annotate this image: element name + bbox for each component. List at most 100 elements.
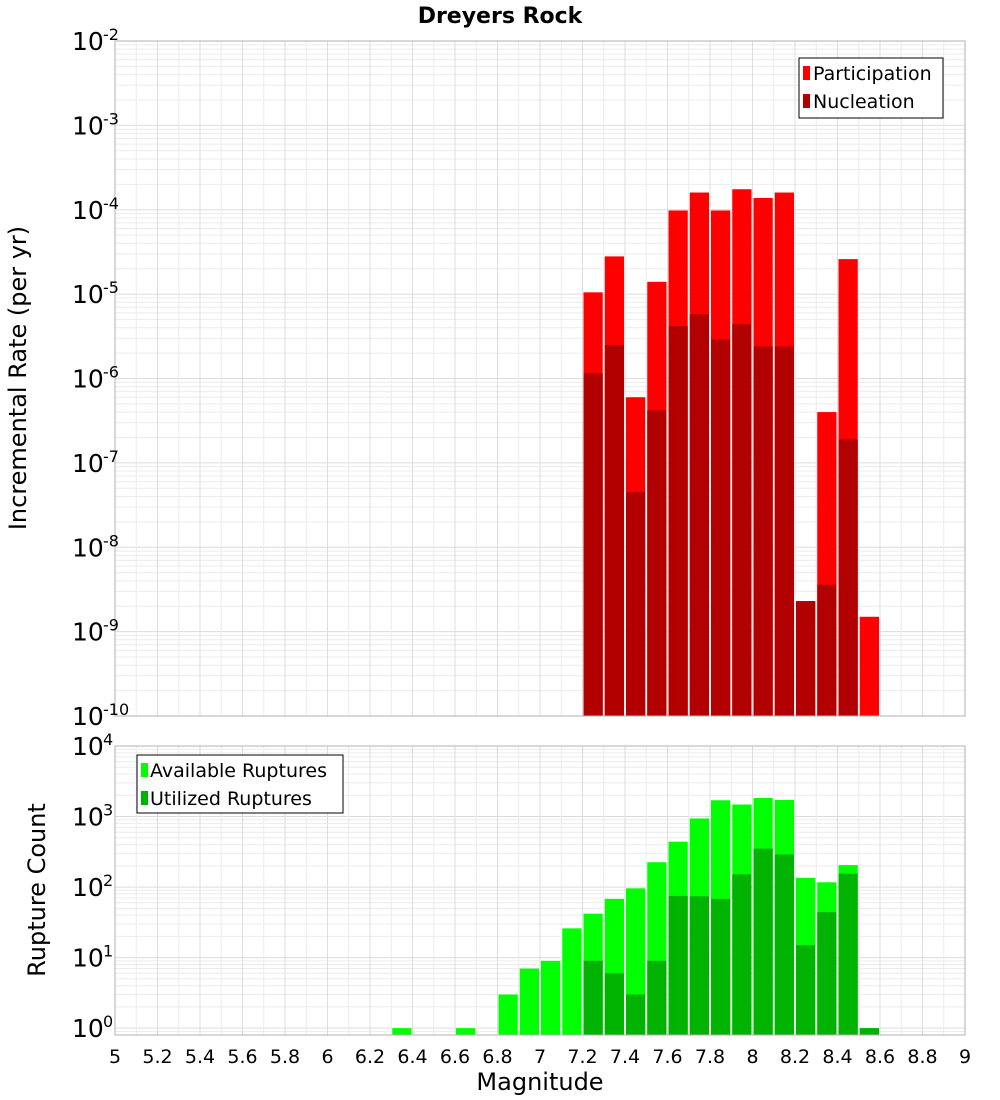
- bar-available-ruptures: [562, 928, 582, 1035]
- bar-available-ruptures: [541, 960, 561, 1035]
- y-tick-label: 10: [72, 533, 104, 562]
- y-tick-label: 10: [72, 944, 104, 973]
- x-tick-label: 8.2: [780, 1046, 810, 1068]
- x-tick-label: 5: [109, 1046, 121, 1068]
- bar-utilized-ruptures: [583, 960, 603, 1035]
- top-y-axis-label: Incremental Rate (per yr): [4, 226, 32, 530]
- bar-nucleation: [774, 346, 794, 716]
- bar-available-ruptures: [519, 968, 539, 1035]
- chart-title: Dreyers Rock: [418, 4, 584, 29]
- x-tick-label: 7.4: [610, 1046, 640, 1068]
- x-tick-label: 6.2: [355, 1046, 385, 1068]
- x-tick-label: 7.6: [652, 1046, 682, 1068]
- y-tick-exponent: -9: [103, 616, 119, 635]
- bottom-plot-bars: [392, 798, 879, 1035]
- bar-nucleation: [711, 339, 731, 716]
- top-plot-frame: [114, 40, 966, 717]
- legend-label-participation: Participation: [813, 63, 932, 85]
- bar-utilized-ruptures: [732, 874, 752, 1035]
- bar-utilized-ruptures: [859, 1028, 879, 1035]
- bar-utilized-ruptures: [753, 848, 773, 1035]
- y-tick-label: 10: [72, 280, 104, 309]
- y-tick-exponent: -8: [103, 531, 119, 550]
- bar-nucleation: [689, 314, 709, 716]
- bar-nucleation: [732, 324, 752, 716]
- bar-utilized-ruptures: [711, 898, 731, 1035]
- x-tick-label: 7.2: [567, 1046, 597, 1068]
- x-tick-label: 6.8: [482, 1046, 512, 1068]
- x-tick-label: 8.6: [865, 1046, 895, 1068]
- bottom-legend: Available Ruptures Utilized Ruptures: [136, 754, 344, 814]
- y-tick-label: 10: [72, 111, 104, 140]
- x-tick-label: 6: [321, 1046, 333, 1068]
- top-plot-bars: [583, 189, 879, 717]
- y-tick-exponent: 2: [103, 871, 113, 890]
- legend-swatch-participation: [803, 66, 810, 80]
- y-tick-exponent: -5: [103, 278, 119, 297]
- bar-available-ruptures: [392, 1028, 412, 1035]
- x-axis-ticks: 5 5.2 5.4 5.6 5.8 6 6.2 6.4 6.6 6.8 7 7.2 7.4 7.6 7.8 8…: [109, 1046, 971, 1068]
- bar-available-ruptures: [498, 994, 518, 1035]
- bar-utilized-ruptures: [647, 960, 667, 1035]
- x-tick-label: 8: [746, 1046, 758, 1068]
- y-tick-label: 10: [72, 732, 104, 761]
- bottom-legend-box: [136, 754, 344, 814]
- y-tick-exponent: -6: [103, 363, 119, 382]
- y-tick-label: 10: [72, 873, 104, 902]
- x-axis-label: Magnitude: [476, 1068, 603, 1096]
- y-tick-label: 10: [72, 27, 104, 56]
- y-tick-exponent: 4: [103, 730, 113, 749]
- y-tick-label: 10: [72, 449, 104, 478]
- top-legend-box: [798, 57, 944, 119]
- bar-available-ruptures: [456, 1028, 476, 1035]
- x-tick-label: 8.4: [822, 1046, 852, 1068]
- bar-participation: [859, 616, 879, 716]
- y-tick-exponent: -7: [103, 447, 119, 466]
- legend-label-nucleation: Nucleation: [813, 91, 915, 113]
- bottom-y-axis-label: Rupture Count: [23, 803, 51, 977]
- y-tick-exponent: -4: [103, 194, 119, 213]
- bar-nucleation: [647, 410, 667, 716]
- top-plot-grid: [114, 40, 966, 717]
- x-tick-label: 7: [534, 1046, 546, 1068]
- bar-utilized-ruptures: [626, 994, 646, 1035]
- bar-utilized-ruptures: [604, 973, 624, 1035]
- bar-utilized-ruptures: [817, 912, 837, 1035]
- bar-nucleation: [604, 344, 624, 716]
- legend-swatch-utilized-ruptures: [141, 791, 148, 805]
- y-tick-exponent: -2: [103, 25, 119, 44]
- y-tick-exponent: -10: [103, 700, 129, 719]
- x-tick-label: 6.4: [397, 1046, 427, 1068]
- x-tick-label: 5.6: [227, 1046, 257, 1068]
- legend-swatch-available-ruptures: [141, 763, 148, 777]
- legend-label-utilized-ruptures: Utilized Ruptures: [150, 788, 312, 810]
- y-tick-exponent: 0: [103, 1012, 113, 1031]
- bar-nucleation: [753, 346, 773, 716]
- y-tick-label: 10: [72, 1014, 104, 1043]
- bar-nucleation: [626, 492, 646, 716]
- bar-utilized-ruptures: [689, 896, 709, 1035]
- x-tick-label: 5.4: [185, 1046, 215, 1068]
- bar-nucleation: [817, 584, 837, 716]
- y-tick-exponent: -3: [103, 109, 119, 128]
- y-tick-label: 10: [72, 196, 104, 225]
- y-tick-label: 10: [72, 618, 104, 647]
- bar-nucleation: [838, 439, 858, 716]
- bar-nucleation: [796, 601, 816, 716]
- bar-utilized-ruptures: [774, 854, 794, 1035]
- x-tick-label: 5.8: [270, 1046, 300, 1068]
- x-tick-label: 6.6: [440, 1046, 470, 1068]
- top-legend: Participation Nucleation: [798, 57, 944, 119]
- bar-nucleation: [668, 325, 688, 716]
- legend-swatch-nucleation: [803, 94, 810, 108]
- x-tick-label: 5.2: [142, 1046, 172, 1068]
- bar-nucleation: [583, 373, 603, 716]
- bar-utilized-ruptures: [838, 873, 858, 1035]
- y-tick-exponent: 1: [103, 942, 113, 961]
- x-tick-label: 7.8: [695, 1046, 725, 1068]
- y-tick-label: 10: [72, 365, 104, 394]
- bottom-plot-frame: [114, 745, 966, 1036]
